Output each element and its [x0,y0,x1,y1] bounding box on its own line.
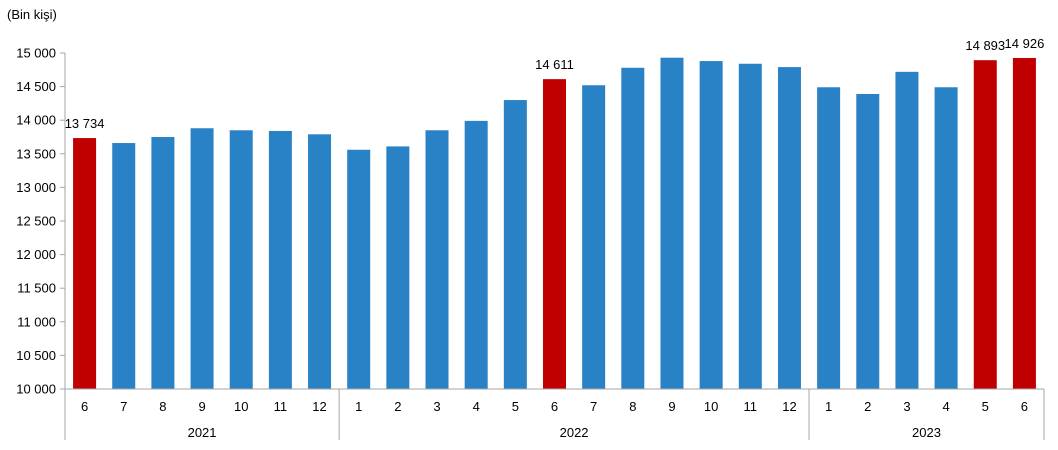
bar [1012,57,1036,389]
data-labels: 13 734 14 611 14 893 14 926 [65,36,1045,131]
bar [73,138,97,389]
bar [386,146,410,389]
x-tick-label: 9 [668,399,675,414]
bar [817,87,841,389]
bar [543,79,566,389]
x-tick-label: 5 [512,399,519,414]
bar [621,67,645,389]
bar [503,100,527,389]
x-tick-label: 4 [942,399,949,414]
y-tick-label: 13 000 [16,180,56,195]
x-tick-label: 1 [825,399,832,414]
bar [934,87,958,389]
y-axis-label: (Bin kişi) [7,7,57,22]
bar [582,85,606,390]
bar [229,130,253,389]
x-tick-label: 4 [473,399,480,414]
x-tick-label: 12 [782,399,796,414]
x-tick-label: 10 [704,399,718,414]
y-tick-label: 12 000 [16,247,56,262]
x-tick-label: 2 [394,399,401,414]
bar [660,57,684,389]
x-tick-label: 8 [629,399,636,414]
bar [699,61,723,390]
data-label: 14 926 [1005,36,1045,51]
y-tick-label: 14 500 [16,79,56,94]
x-tick-label: 6 [1021,399,1028,414]
x-tick-label: 7 [120,399,127,414]
y-tick-label: 12 500 [16,214,56,229]
x-tick-label: 10 [234,399,248,414]
data-label: 13 734 [65,116,105,131]
x-tick-label: 9 [198,399,205,414]
x-tick-label: 2 [864,399,871,414]
year-label: 2022 [560,425,589,440]
x-tick-label: 11 [274,399,288,414]
bar [425,130,449,389]
x-tick-label: 12 [312,399,326,414]
data-label: 14 611 [535,57,574,72]
x-tick-label: 6 [81,399,88,414]
y-tick-label: 10 500 [16,348,56,363]
x-tick-label: 3 [433,399,440,414]
bar [268,130,292,389]
x-tick-label: 8 [159,399,166,414]
y-tick-label: 14 000 [16,113,56,128]
bar [738,63,762,389]
y-tick-label: 11 000 [17,314,56,329]
x-tick-label: 11 [744,399,758,414]
bar [190,128,214,389]
x-tick-label: 6 [551,399,558,414]
y-tick-label: 10 000 [16,382,56,397]
y-tick-label: 13 500 [16,146,56,161]
bar [151,137,175,389]
bar [895,71,919,389]
bars [73,57,1036,390]
bar [308,134,332,389]
data-label: 14 893 [965,38,1005,53]
x-tick-label: 5 [982,399,989,414]
x-tick-label: 7 [590,399,597,414]
bar [112,143,136,389]
bar [777,67,801,389]
y-axis: 10 000 10 500 11 000 11 500 12 000 12 500 13 0… [16,46,66,397]
y-tick-label: 15 000 [16,46,56,61]
x-tick-label: 1 [355,399,362,414]
year-label: 2021 [188,425,217,440]
bar [973,60,997,389]
bar [856,93,880,389]
year-label: 2023 [912,425,941,440]
bar [464,120,488,389]
bar [347,149,371,389]
y-tick-label: 11 500 [17,281,56,296]
x-tick-label: 3 [903,399,910,414]
